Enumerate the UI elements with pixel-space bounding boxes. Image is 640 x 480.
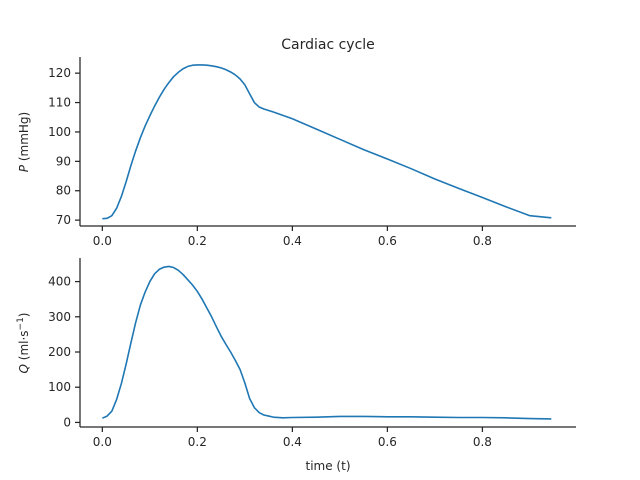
flow-x-tick-label: 0.2 [188, 435, 207, 449]
flow-y-label-symbol: Q [17, 364, 31, 373]
flow-x-tick-label: 0.6 [378, 435, 397, 449]
flow-y-label-unit: (ml·s [17, 330, 31, 364]
pressure-x-tick-label: 0.8 [473, 234, 492, 248]
pressure-panel: 0.0 0.2 0.4 0.6 0.8 70 80 90 100 110 120 P (mmHg) [17, 57, 576, 248]
pressure-y-axis-label: P (mmHg) [17, 112, 31, 172]
flow-y-ticks: 0 100 200 300 400 [48, 275, 80, 429]
pressure-x-tick-label: 0.4 [283, 234, 302, 248]
flow-x-tick-label: 0.8 [473, 435, 492, 449]
flow-y-tick-label: 200 [48, 345, 71, 359]
pressure-y-tick-label: 120 [48, 66, 71, 80]
flow-x-tick-label: 0.4 [283, 435, 302, 449]
pressure-x-ticks: 0.0 0.2 0.4 0.6 0.8 [93, 226, 492, 248]
pressure-y-label-unit: (mmHg) [17, 112, 31, 165]
pressure-y-label-symbol: P [17, 164, 31, 172]
pressure-y-tick-label: 110 [48, 96, 71, 110]
flow-y-label-close: ) [17, 312, 31, 317]
flow-y-axis-label: Q (ml·s−1) [16, 312, 31, 373]
flow-x-ticks: 0.0 0.2 0.4 0.6 0.8 [93, 427, 492, 449]
flow-y-tick-label: 0 [63, 415, 71, 429]
pressure-x-tick-label: 0.2 [188, 234, 207, 248]
pressure-x-tick-label: 0.6 [378, 234, 397, 248]
pressure-x-tick-label: 0.0 [93, 234, 112, 248]
chart-title: Cardiac cycle [281, 37, 375, 53]
pressure-y-ticks: 70 80 90 100 110 120 [48, 66, 80, 227]
flow-y-tick-label: 100 [48, 380, 71, 394]
pressure-series-line [102, 64, 552, 220]
flow-y-label-exponent: −1 [16, 317, 26, 330]
x-axis-label: time (t) [306, 459, 351, 473]
pressure-y-tick-label: 90 [56, 154, 71, 168]
flow-x-tick-label: 0.0 [93, 435, 112, 449]
pressure-y-tick-label: 80 [56, 184, 71, 198]
flow-y-tick-label: 300 [48, 310, 71, 324]
flow-panel: 0.0 0.2 0.4 0.6 0.8 0 100 200 300 400 Q (ml·s−1)… [16, 258, 576, 473]
pressure-y-tick-label: 70 [56, 213, 71, 227]
flow-y-tick-label: 400 [48, 275, 71, 289]
pressure-y-tick-label: 100 [48, 125, 71, 139]
flow-series-line [102, 265, 552, 420]
